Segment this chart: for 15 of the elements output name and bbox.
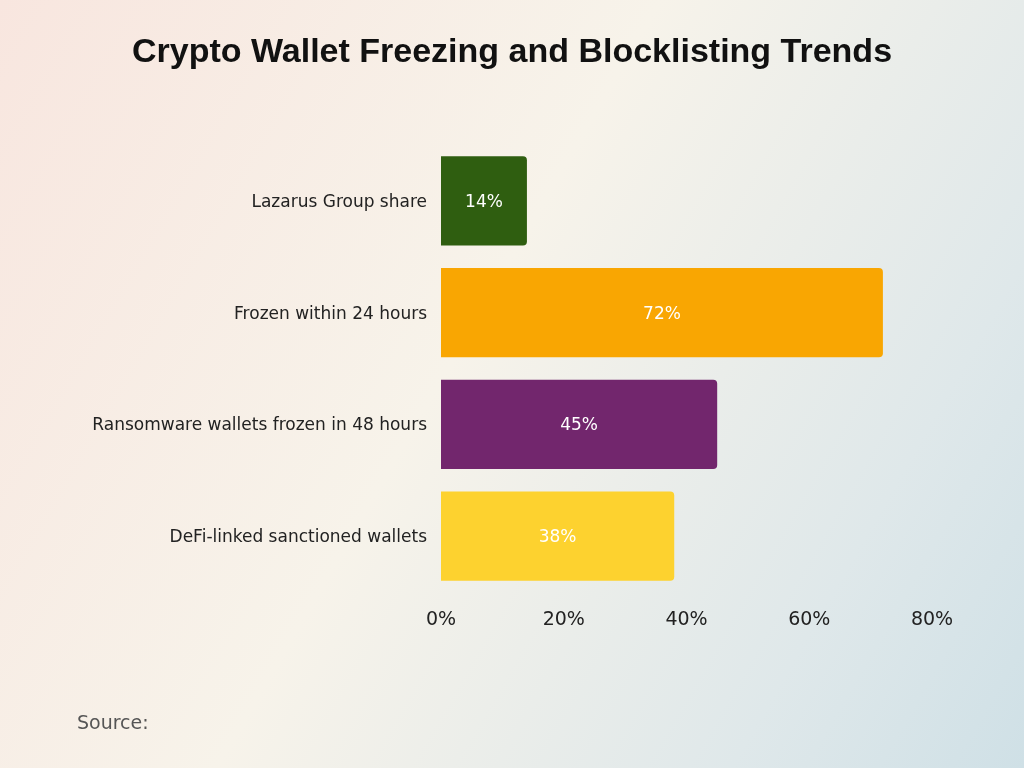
data-label: 38%: [538, 526, 577, 547]
x-tick-label: 20%: [542, 606, 585, 629]
data-label: 72%: [643, 302, 681, 323]
x-tick-label: 80%: [910, 606, 954, 629]
data-label: 45%: [560, 414, 598, 435]
y-tick-label: Lazarus Group share: [251, 190, 427, 211]
y-tick-label: Ransomware wallets frozen in 48 hours: [92, 414, 428, 435]
data-label: 14%: [465, 190, 503, 211]
y-tick-label: Frozen within 24 hours: [234, 302, 428, 323]
x-tick-label: 40%: [665, 606, 708, 629]
x-tick-label: 60%: [788, 606, 831, 629]
x-tick-label: 0%: [425, 606, 457, 629]
y-tick-label: DeFi-linked sanctioned wallets: [169, 526, 428, 547]
chart-title: Crypto Wallet Freezing and Blocklisting Trends: [131, 31, 893, 69]
source-note: Source:: [77, 710, 149, 733]
